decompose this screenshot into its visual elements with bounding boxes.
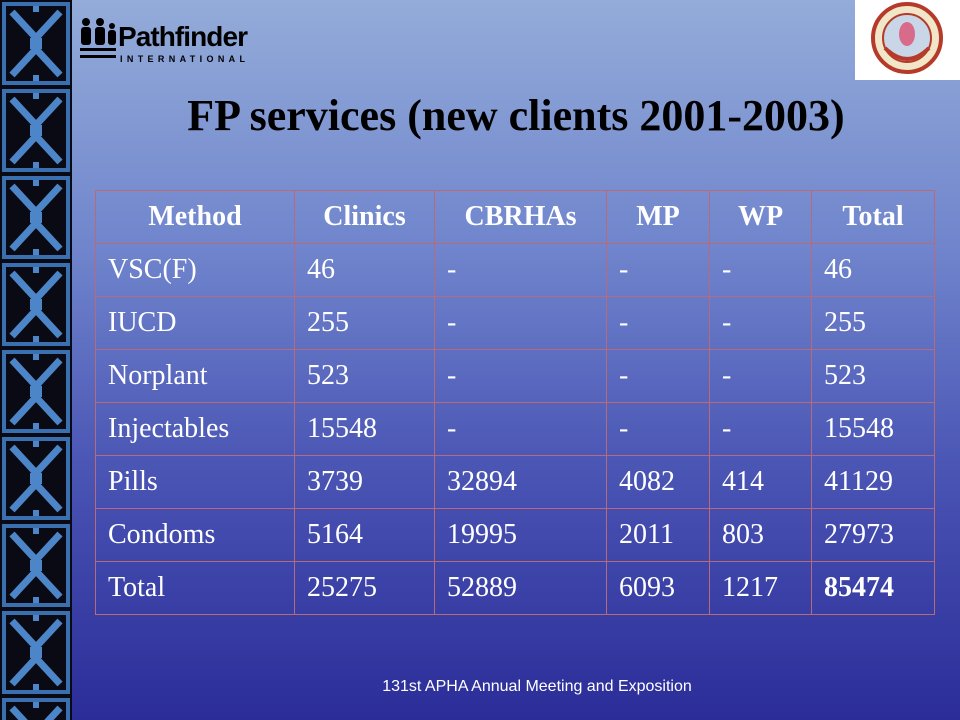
table-cell: 6093 — [606, 561, 710, 615]
table-cell: - — [434, 296, 607, 350]
table-cell: 52889 — [434, 561, 607, 615]
table-cell: - — [709, 243, 812, 297]
data-table: Method Clinics CBRHAs MP WP Total VSC(F) 46- - -… — [95, 190, 935, 615]
table-cell: IUCD — [95, 296, 295, 350]
table-cell: 4082 — [606, 455, 710, 509]
table-cell: 46 — [294, 243, 435, 297]
table-cell: Condoms — [95, 508, 295, 562]
table-cell: 523 — [811, 349, 935, 403]
table-cell: Pills — [95, 455, 295, 509]
table-row: Norplant 523- - -523 — [95, 349, 935, 403]
column-header: Method — [95, 190, 295, 244]
footer: 131st APHA Annual Meeting and Exposition — [382, 678, 692, 695]
header-row: Method Clinics CBRHAs MP WP Total — [95, 190, 935, 244]
table-row: Injectables 15548- - -15548 — [95, 402, 935, 456]
table-cell: 27973 — [811, 508, 935, 562]
column-header: Total — [811, 190, 935, 244]
column-header: Clinics — [294, 190, 435, 244]
table-cell: - — [709, 349, 812, 403]
table-row: IUCD 255- - -255 — [95, 296, 935, 350]
table-body: VSC(F) 46- - -46 IUCD 255- - -255 Norplant 523- - -… — [95, 243, 935, 615]
table-cell: 255 — [811, 296, 935, 350]
decorative-strip — [0, 0, 72, 720]
table-cell: 15548 — [811, 402, 935, 456]
table-cell: 3739 — [294, 455, 435, 509]
slide-title: FP services (new clients 2001-2003) — [187, 91, 845, 140]
table-cell: 41129 — [811, 455, 935, 509]
table-cell: - — [606, 349, 710, 403]
table-cell: 523 — [294, 349, 435, 403]
pathfinder-logo: Pathfinder INTERNATIONAL — [80, 18, 248, 64]
table-cell: 15548 — [294, 402, 435, 456]
table-cell: VSC(F) — [95, 243, 295, 297]
table-cell: 25275 — [294, 561, 435, 615]
table-cell: - — [606, 296, 710, 350]
table-cell: 255 — [294, 296, 435, 350]
table-cell: 1217 — [709, 561, 812, 615]
table-cell: - — [434, 349, 607, 403]
table-cell: - — [709, 296, 812, 350]
table-cell: Injectables — [95, 402, 295, 456]
table-cell: - — [434, 243, 607, 297]
table-row: VSC(F) 46- - -46 — [95, 243, 935, 297]
table-cell: - — [606, 402, 710, 456]
table-cell: 46 — [811, 243, 935, 297]
table-cell: 85474 — [811, 561, 935, 615]
table-row: Pills 3739 32894 4082 414 41129 — [95, 455, 935, 509]
table-cell: 19995 — [434, 508, 607, 562]
table-cell: 803 — [709, 508, 812, 562]
column-header: CBRHAs — [434, 190, 607, 244]
table-cell: - — [709, 402, 812, 456]
table-cell: 32894 — [434, 455, 607, 509]
logo-name: Pathfinder — [118, 21, 248, 52]
table-cell: - — [434, 402, 607, 456]
column-header: WP — [709, 190, 812, 244]
table-cell: Norplant — [95, 349, 295, 403]
column-header: MP — [606, 190, 710, 244]
table-cell: 5164 — [294, 508, 435, 562]
table-cell: Total — [95, 561, 295, 615]
logo-sub: INTERNATIONAL — [120, 54, 248, 64]
table-cell: 2011 — [606, 508, 710, 562]
table-cell: - — [606, 243, 710, 297]
table-cell: 414 — [709, 455, 812, 509]
table-row: Total 25275 52889 6093 1217 85474 — [95, 561, 935, 615]
table-row: Condoms 5164 19995 2011 803 27973 — [95, 508, 935, 562]
partner-logo — [855, 0, 960, 80]
